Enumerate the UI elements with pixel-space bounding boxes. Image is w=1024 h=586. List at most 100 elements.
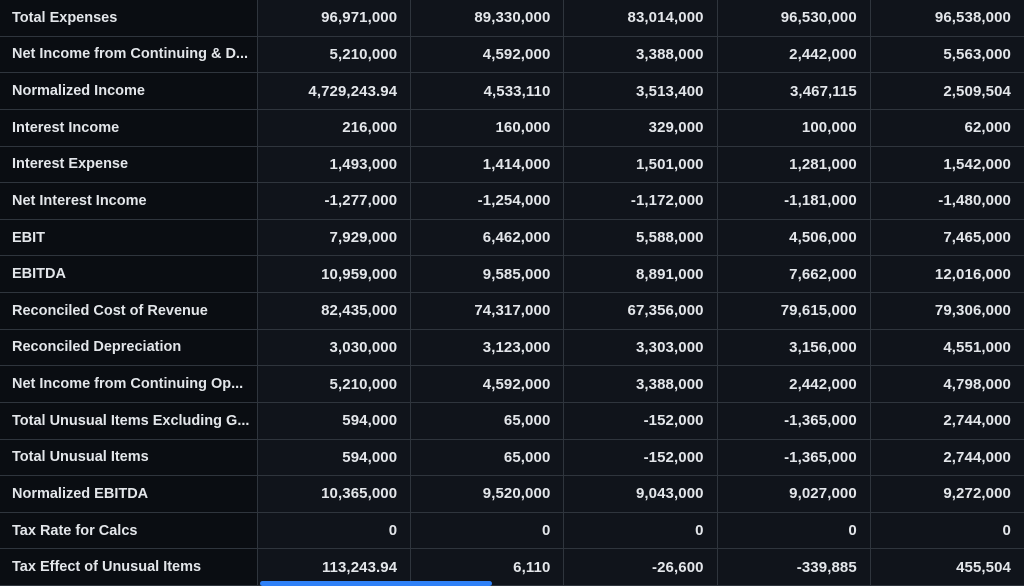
row-value: 1,542,000	[870, 146, 1024, 184]
row-value: 2,744,000	[870, 439, 1024, 477]
row-value: 1,281,000	[717, 146, 871, 184]
row-value: 3,303,000	[564, 329, 718, 367]
row-value: 5,210,000	[258, 36, 412, 74]
row-label: Normalized EBITDA	[0, 476, 258, 513]
table-row[interactable]: Tax Effect of Unusual Items 113,243.94 6…	[0, 549, 1024, 586]
row-value: 67,356,000	[564, 293, 718, 330]
row-value: 2,442,000	[717, 36, 871, 74]
row-value: 329,000	[564, 109, 718, 147]
row-value: 65,000	[411, 439, 565, 477]
row-label: EBIT	[0, 219, 258, 257]
table-row[interactable]: EBIT 7,929,000 6,462,000 5,588,000 4,506…	[0, 219, 1024, 257]
row-value: -1,254,000	[411, 183, 565, 220]
table-row[interactable]: Total Expenses 96,971,000 89,330,000 83,…	[0, 0, 1024, 37]
row-value: 2,509,504	[870, 73, 1024, 110]
row-value: 4,592,000	[411, 36, 565, 74]
row-value: 6,462,000	[411, 219, 565, 257]
row-value: 3,030,000	[258, 329, 412, 367]
row-value: 1,501,000	[564, 146, 718, 184]
row-value: -152,000	[564, 402, 718, 440]
row-value: 10,959,000	[258, 256, 412, 293]
row-value: 9,027,000	[717, 476, 871, 513]
row-value: -26,600	[564, 549, 718, 586]
row-value: 3,388,000	[564, 366, 718, 403]
row-value: 9,585,000	[411, 256, 565, 293]
table-row[interactable]: Net Income from Continuing & D... 5,210,…	[0, 36, 1024, 74]
table-row[interactable]: Reconciled Depreciation 3,030,000 3,123,…	[0, 329, 1024, 367]
row-label: Total Unusual Items	[0, 439, 258, 477]
row-value: 1,414,000	[411, 146, 565, 184]
row-value: 7,465,000	[870, 219, 1024, 257]
row-value: 74,317,000	[411, 293, 565, 330]
table-row[interactable]: Tax Rate for Calcs 0 0 0 0 0	[0, 512, 1024, 550]
row-value: 4,533,110	[411, 73, 565, 110]
row-label: Net Income from Continuing & D...	[0, 36, 258, 74]
row-value: 9,272,000	[870, 476, 1024, 513]
row-label: Net Income from Continuing Op...	[0, 366, 258, 403]
table-row[interactable]: Total Unusual Items Excluding G... 594,0…	[0, 402, 1024, 440]
row-value: 79,306,000	[870, 293, 1024, 330]
row-value: 5,210,000	[258, 366, 412, 403]
table-row[interactable]: Normalized EBITDA 10,365,000 9,520,000 9…	[0, 476, 1024, 513]
row-value: 5,588,000	[564, 219, 718, 257]
row-value: 594,000	[258, 439, 412, 477]
row-value: 96,530,000	[717, 0, 871, 37]
row-value: 0	[411, 512, 565, 550]
row-label: Normalized Income	[0, 73, 258, 110]
table-row[interactable]: Net Income from Continuing Op... 5,210,0…	[0, 366, 1024, 403]
row-value: 62,000	[870, 109, 1024, 147]
row-value: 4,506,000	[717, 219, 871, 257]
row-label: Total Expenses	[0, 0, 258, 37]
row-value: 10,365,000	[258, 476, 412, 513]
row-value: -1,277,000	[258, 183, 412, 220]
row-value: -1,480,000	[870, 183, 1024, 220]
row-value: -1,365,000	[717, 439, 871, 477]
table-row[interactable]: Total Unusual Items 594,000 65,000 -152,…	[0, 439, 1024, 477]
row-value: -1,365,000	[717, 402, 871, 440]
row-value: 7,929,000	[258, 219, 412, 257]
row-value: 160,000	[411, 109, 565, 147]
row-value: 79,615,000	[717, 293, 871, 330]
row-value: 1,493,000	[258, 146, 412, 184]
row-value: 2,744,000	[870, 402, 1024, 440]
row-value: 594,000	[258, 402, 412, 440]
row-value: -152,000	[564, 439, 718, 477]
row-value: 7,662,000	[717, 256, 871, 293]
table-row[interactable]: Interest Expense 1,493,000 1,414,000 1,5…	[0, 146, 1024, 184]
row-value: 9,520,000	[411, 476, 565, 513]
row-value: 65,000	[411, 402, 565, 440]
row-value: 82,435,000	[258, 293, 412, 330]
row-label: Interest Income	[0, 109, 258, 147]
row-value: 3,513,400	[564, 73, 718, 110]
row-value: 0	[564, 512, 718, 550]
row-value: 2,442,000	[717, 366, 871, 403]
table-row[interactable]: Normalized Income 4,729,243.94 4,533,110…	[0, 73, 1024, 110]
row-label: Interest Expense	[0, 146, 258, 184]
row-value: 5,563,000	[870, 36, 1024, 74]
row-value: 6,110	[411, 549, 565, 586]
row-value: 4,551,000	[870, 329, 1024, 367]
row-value: 0	[870, 512, 1024, 550]
row-value: 113,243.94	[258, 549, 412, 586]
row-value: 455,504	[870, 549, 1024, 586]
row-value: 96,538,000	[870, 0, 1024, 37]
row-value: 96,971,000	[258, 0, 412, 37]
table-row[interactable]: Interest Income 216,000 160,000 329,000 …	[0, 109, 1024, 147]
row-value: 12,016,000	[870, 256, 1024, 293]
table-row[interactable]: EBITDA 10,959,000 9,585,000 8,891,000 7,…	[0, 256, 1024, 293]
row-value: 4,798,000	[870, 366, 1024, 403]
row-value: 89,330,000	[411, 0, 565, 37]
table-row[interactable]: Reconciled Cost of Revenue 82,435,000 74…	[0, 293, 1024, 330]
row-value: 100,000	[717, 109, 871, 147]
table-row[interactable]: Net Interest Income -1,277,000 -1,254,00…	[0, 183, 1024, 220]
row-label: EBITDA	[0, 256, 258, 293]
row-label: Total Unusual Items Excluding G...	[0, 402, 258, 440]
row-label: Reconciled Depreciation	[0, 329, 258, 367]
row-label: Reconciled Cost of Revenue	[0, 293, 258, 330]
row-value: -1,172,000	[564, 183, 718, 220]
row-value: 3,156,000	[717, 329, 871, 367]
row-value: 4,592,000	[411, 366, 565, 403]
row-label: Net Interest Income	[0, 183, 258, 220]
horizontal-scrollbar[interactable]	[260, 581, 492, 586]
